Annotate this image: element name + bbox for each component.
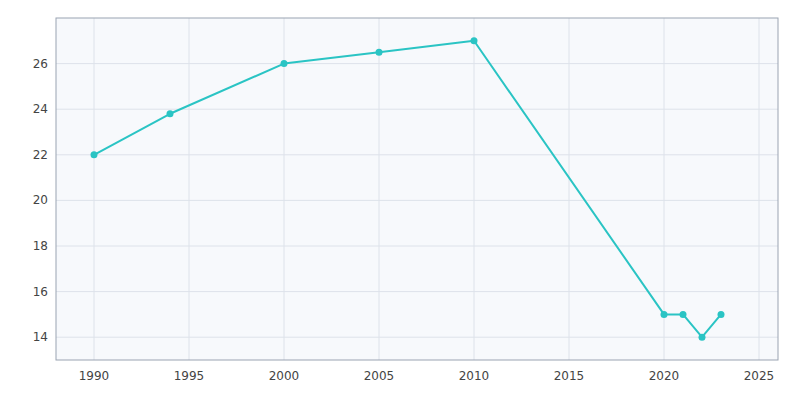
x-grid-line (94, 18, 95, 360)
plot-frame (56, 18, 778, 360)
plot-background (56, 18, 778, 360)
chart-container: 1990 1995 2000 2005 2010 2015 2020 2025 14 16 18 20… (0, 0, 800, 400)
x-tick-label: 2015 (554, 369, 585, 383)
data-point (661, 311, 668, 318)
y-grid-line (56, 63, 778, 64)
data-point (167, 110, 174, 117)
y-grid-line (56, 246, 778, 247)
data-marks (91, 37, 725, 340)
x-grid-line (379, 18, 380, 360)
y-tick-label: 16 (33, 285, 48, 299)
axes: 1990 1995 2000 2005 2010 2015 2020 2025 14 16 18 20… (33, 57, 775, 383)
data-point (680, 311, 687, 318)
y-tick-label: 20 (33, 193, 48, 207)
data-point (718, 311, 725, 318)
x-tick-label: 1995 (174, 369, 205, 383)
x-grid-line (284, 18, 285, 360)
x-grid-line (569, 18, 570, 360)
x-tick-label: 2020 (649, 369, 680, 383)
x-grid-line (664, 18, 665, 360)
x-tick-label: 2010 (459, 369, 490, 383)
data-point (699, 334, 706, 341)
y-grid-line (56, 337, 778, 338)
data-point (91, 151, 98, 158)
y-grid-line (56, 291, 778, 292)
x-tick-label: 2000 (269, 369, 300, 383)
y-grid-line (56, 109, 778, 110)
x-grid-line (759, 18, 760, 360)
y-grid-line (56, 200, 778, 201)
x-grid-line (189, 18, 190, 360)
chart-svg: 1990 1995 2000 2005 2010 2015 2020 2025 14 16 18 20… (0, 0, 800, 400)
y-grid-line (56, 154, 778, 155)
x-tick-label: 1990 (79, 369, 110, 383)
x-grid-line (474, 18, 475, 360)
y-tick-label: 22 (33, 148, 48, 162)
x-tick-label: 2005 (364, 369, 395, 383)
y-tick-label: 26 (33, 57, 48, 71)
data-point (281, 60, 288, 67)
x-tick-label: 2025 (744, 369, 775, 383)
data-point (376, 49, 383, 56)
grid (56, 18, 778, 360)
y-tick-label: 18 (33, 239, 48, 253)
data-point (471, 37, 478, 44)
y-tick-label: 24 (33, 102, 48, 116)
y-tick-label: 14 (33, 330, 48, 344)
data-line (94, 41, 721, 337)
